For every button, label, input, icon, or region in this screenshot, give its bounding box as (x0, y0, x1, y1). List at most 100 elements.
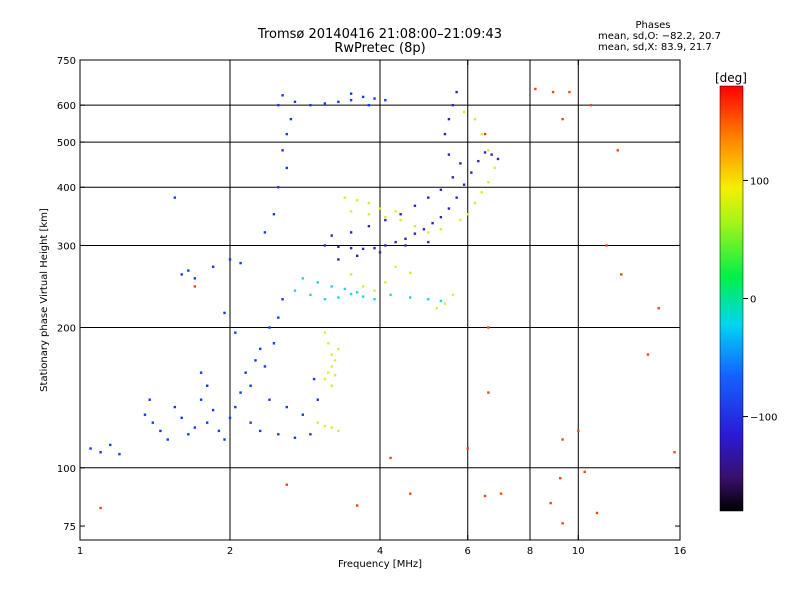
data-point (277, 103, 280, 107)
data-point (293, 436, 297, 439)
data-point (312, 377, 316, 381)
data-point (399, 213, 402, 216)
data-point (272, 342, 276, 345)
data-point (373, 246, 376, 250)
data-point (223, 438, 226, 441)
data-point (427, 240, 430, 244)
data-point (367, 213, 371, 216)
data-point (355, 504, 359, 507)
data-point (447, 153, 451, 156)
data-point (193, 285, 197, 288)
data-point (673, 451, 676, 454)
data-point (605, 244, 608, 247)
data-point (439, 228, 443, 231)
data-point (151, 421, 155, 424)
data-point (180, 273, 183, 276)
data-point (559, 476, 562, 480)
data-point (337, 245, 340, 249)
data-point (361, 295, 365, 298)
data-point (561, 522, 564, 525)
data-point (439, 215, 443, 219)
data-point (180, 416, 183, 420)
data-point (620, 273, 623, 276)
data-point (199, 398, 203, 401)
data-point (228, 258, 232, 261)
data-point (281, 94, 284, 97)
data-point (404, 244, 407, 247)
data-point (99, 451, 102, 454)
data-point (293, 100, 297, 104)
data-point (143, 413, 147, 416)
x-tick-label: 1 (77, 546, 83, 557)
data-point (404, 237, 407, 241)
data-point (234, 405, 237, 409)
data-point (89, 447, 92, 450)
y-tick-label: 500 (57, 138, 76, 149)
data-point (187, 269, 190, 272)
data-point (309, 433, 312, 436)
title-line-2: RwPretec (8p) (334, 41, 426, 56)
data-point (435, 307, 438, 310)
x-axis-label: Frequency [MHz] (338, 559, 422, 570)
phase-stats-o: mean, sd,O: −82.2, 20.7 (598, 31, 721, 42)
data-point (384, 98, 387, 102)
data-point (487, 391, 490, 394)
data-point (409, 492, 412, 495)
data-point (427, 298, 430, 301)
data-point (455, 196, 458, 199)
data-point (281, 298, 284, 301)
data-point (399, 218, 402, 222)
data-point (301, 413, 305, 416)
data-point (285, 166, 288, 170)
data-point (199, 371, 203, 374)
data-point (583, 470, 586, 474)
data-point (349, 98, 353, 102)
data-point (301, 277, 305, 280)
data-point (323, 298, 327, 301)
data-point (327, 371, 330, 374)
data-point (483, 494, 487, 498)
data-point (490, 153, 493, 156)
colorbar (719, 85, 744, 512)
data-point (244, 371, 247, 374)
data-point (289, 117, 293, 121)
data-point (487, 326, 490, 329)
data-point (480, 191, 483, 194)
data-point (447, 207, 451, 210)
data-point (447, 117, 451, 121)
data-point (263, 231, 267, 234)
data-point (577, 429, 580, 433)
y-tick-label: 400 (57, 183, 76, 194)
data-point (394, 265, 397, 268)
data-point (459, 162, 462, 165)
data-point (277, 316, 280, 319)
data-point (561, 438, 564, 441)
data-point (337, 347, 340, 351)
data-point (333, 359, 337, 362)
data-point (285, 483, 288, 486)
data-point (239, 391, 242, 394)
data-point (451, 293, 455, 297)
data-point (361, 285, 365, 288)
data-point (337, 100, 340, 104)
data-point (330, 234, 333, 237)
data-point (646, 353, 650, 356)
data-point (473, 201, 477, 205)
data-point (384, 244, 387, 247)
data-point (480, 132, 483, 136)
data-point (549, 501, 552, 505)
x-tick-label: 8 (527, 546, 533, 557)
data-point (323, 102, 327, 105)
data-point (439, 188, 443, 191)
grid (80, 60, 680, 540)
data-point (259, 347, 262, 351)
data-point (413, 204, 417, 207)
y-tick-label: 600 (57, 101, 76, 112)
data-point (373, 298, 376, 301)
data-point (268, 326, 271, 329)
y-tick-label: 75 (63, 522, 76, 533)
data-point (263, 365, 267, 368)
data-point (349, 92, 353, 95)
x-tick-label: 6 (465, 546, 471, 557)
